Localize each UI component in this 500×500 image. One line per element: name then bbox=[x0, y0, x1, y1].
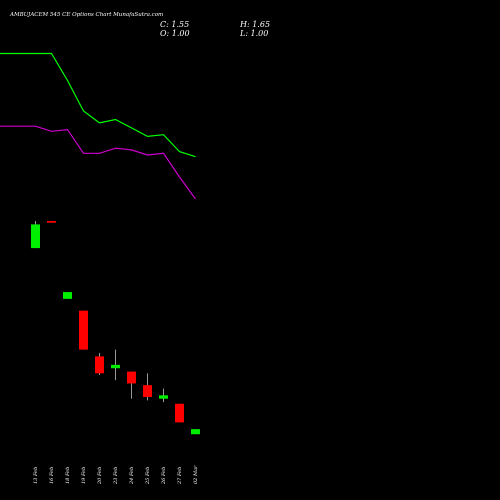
candle-body-up bbox=[159, 395, 168, 399]
candle-body-down bbox=[127, 371, 136, 384]
moving-average-magenta-line bbox=[0, 125, 196, 200]
candle-body-down bbox=[47, 221, 56, 223]
moving-average-green-line bbox=[0, 52, 196, 158]
candle-body-up bbox=[191, 429, 200, 435]
close-readout: C: 1.55 bbox=[160, 20, 189, 29]
candle bbox=[31, 221, 40, 249]
candle-body-down bbox=[95, 356, 104, 374]
candle-body-up bbox=[111, 364, 120, 369]
x-tick-label: 27 Feb bbox=[177, 467, 183, 485]
x-tick-label: 23 Feb bbox=[113, 467, 119, 485]
x-tick-label: 16 Feb bbox=[49, 467, 55, 484]
x-tick-label: 20 Feb bbox=[97, 467, 103, 485]
x-tick-label: 24 Feb bbox=[129, 467, 135, 485]
candles bbox=[31, 221, 200, 435]
candle-body-up bbox=[63, 292, 72, 299]
chart-title: AMBUJACEM 545 CE Options Chart MunafaSut… bbox=[9, 12, 163, 18]
x-tick-label: 13 Feb bbox=[33, 467, 39, 484]
low-readout: L: 1.00 bbox=[239, 29, 268, 38]
x-axis-ticks: 13 Feb 16 Feb 18 Feb 19 Feb 20 Feb 23 Feb 24 F… bbox=[33, 465, 199, 485]
moving-average-lines bbox=[0, 52, 196, 200]
candle bbox=[175, 403, 184, 423]
candle bbox=[191, 429, 200, 435]
candle bbox=[127, 371, 136, 399]
candle bbox=[159, 388, 168, 403]
candle bbox=[143, 373, 152, 401]
high-readout: H: 1.65 bbox=[239, 20, 270, 29]
candle-body-down bbox=[79, 310, 88, 350]
candle bbox=[111, 349, 120, 381]
candle bbox=[63, 292, 72, 299]
x-tick-label: 19 Feb bbox=[81, 467, 87, 484]
x-tick-label: 25 Feb bbox=[145, 467, 151, 485]
candle bbox=[95, 353, 104, 375]
x-tick-label: 02 Mar bbox=[193, 465, 199, 484]
candle-body-up bbox=[31, 224, 40, 249]
candle bbox=[79, 310, 88, 350]
candle bbox=[47, 221, 56, 223]
open-readout: O: 1.00 bbox=[160, 29, 190, 38]
x-tick-label: 18 Feb bbox=[65, 467, 71, 484]
x-tick-label: 26 Feb bbox=[161, 467, 167, 485]
candle-body-down bbox=[175, 403, 184, 423]
candle-body-down bbox=[143, 385, 152, 397]
